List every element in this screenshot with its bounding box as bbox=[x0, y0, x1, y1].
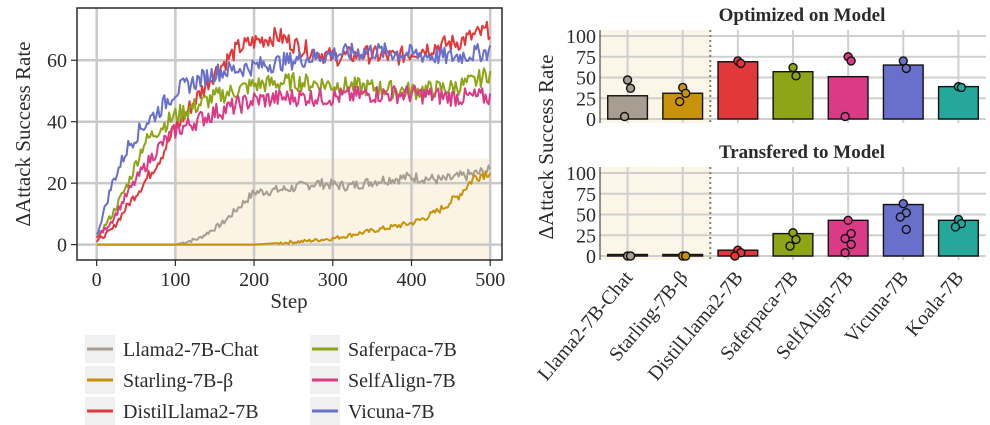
legend-item: DistilLlama2-7B bbox=[85, 397, 259, 425]
bar-data-point bbox=[791, 234, 801, 245]
legend: Llama2-7B-Chat Starling-7B-β DistilLlama2-… bbox=[85, 335, 457, 425]
legend-item: Saferpaca-7B bbox=[310, 335, 457, 363]
bar-data-point bbox=[625, 251, 636, 261]
line-series-vicuna-7b bbox=[95, 42, 492, 235]
bar-data-point bbox=[840, 233, 850, 244]
line-chart: 0 100 200 300 400 500 0 20 40 60 Step ΔAttack Suc… bbox=[11, 7, 505, 313]
bar-category-labels: Llama2-7B-ChatStarling-7B-βDistilLlama2-… bbox=[533, 267, 968, 385]
bar-data-point bbox=[791, 71, 801, 81]
bar-category-label: Koala-7B bbox=[901, 267, 968, 341]
bar-top-title: Optimized on Model bbox=[719, 5, 886, 26]
legend-item: Llama2-7B-Chat bbox=[85, 335, 259, 363]
x-tick-label: 400 bbox=[396, 269, 426, 291]
line-x-axis-label: Step bbox=[270, 289, 307, 313]
bar-data-point bbox=[901, 63, 911, 74]
bar-y-tick-label: 100 bbox=[566, 26, 596, 48]
bar-y-tick-label: 0 bbox=[586, 246, 596, 268]
bar-data-point bbox=[898, 199, 908, 209]
y-tick-label: 40 bbox=[47, 112, 67, 134]
bar-selfalign-7b bbox=[827, 75, 869, 120]
bar-data-point bbox=[736, 58, 746, 69]
bar-y-tick-label: 75 bbox=[576, 47, 596, 69]
bar-y-tick-label: 25 bbox=[576, 225, 596, 247]
bar-data-point bbox=[625, 83, 636, 93]
bar-data-point bbox=[622, 75, 633, 85]
legend-label: Vicuna-7B bbox=[348, 401, 435, 423]
line-series-group bbox=[95, 20, 492, 246]
bar-data-point bbox=[846, 239, 856, 250]
bar-data-point bbox=[843, 215, 853, 226]
bar-data-point bbox=[956, 82, 967, 93]
legend-item: SelfAlign-7B bbox=[310, 366, 456, 394]
line-series-starling-7b- bbox=[96, 170, 492, 246]
bar-data-point bbox=[840, 247, 850, 258]
bar-data-point bbox=[675, 96, 685, 107]
line-y-axis-label: ΔAttack Success Rate bbox=[11, 42, 35, 227]
bar-data-point bbox=[895, 212, 905, 222]
bar-distilllama2-7b bbox=[717, 61, 759, 120]
bar-bottom-title: Transfered to Model bbox=[719, 142, 885, 163]
bar-vicuna-7b bbox=[882, 64, 924, 120]
y-tick-label: 20 bbox=[47, 173, 67, 195]
x-tick-label: 200 bbox=[239, 269, 269, 291]
x-tick-label: 300 bbox=[318, 269, 348, 291]
line-series-distilllama2-7b bbox=[95, 20, 492, 243]
y-tick-label: 0 bbox=[57, 235, 67, 257]
bar-data-point bbox=[785, 241, 795, 251]
bar-data-point bbox=[681, 251, 691, 261]
bar-data-point bbox=[901, 224, 911, 235]
bar-data-point bbox=[730, 251, 740, 261]
bar-data-point bbox=[846, 56, 856, 66]
line-tick-labels: 0 100 200 300 400 500 0 20 40 60 bbox=[47, 50, 505, 291]
x-tick-label: 500 bbox=[475, 269, 505, 291]
legend-item: Vicuna-7B bbox=[310, 397, 435, 425]
bar-y-tick-label: 0 bbox=[586, 109, 596, 131]
bar-koala-7b bbox=[937, 85, 979, 120]
bar-data-point bbox=[681, 88, 691, 98]
legend-label: Llama2-7B-Chat bbox=[123, 339, 259, 361]
bar-y-tick-label: 75 bbox=[576, 184, 596, 206]
line-plot-border bbox=[76, 7, 503, 261]
bar-data-point bbox=[788, 62, 798, 73]
bar-saferpaca-7b bbox=[772, 70, 814, 120]
bar-data-point bbox=[846, 228, 856, 239]
y-tick-label: 60 bbox=[47, 50, 67, 72]
bar-data-point bbox=[619, 111, 630, 122]
bar-data-point bbox=[840, 111, 850, 122]
bar-y-tick-label: 50 bbox=[576, 68, 596, 90]
bar-category-label: DistilLlama2-7B bbox=[644, 267, 748, 385]
legend-label: Saferpaca-7B bbox=[348, 339, 457, 361]
bar-y-tick-label: 25 bbox=[576, 88, 596, 110]
legend-label: Starling-7B-β bbox=[123, 370, 233, 392]
bar-y-tick-label: 100 bbox=[566, 163, 596, 185]
bar-y-tick-label: 50 bbox=[576, 205, 596, 227]
legend-label: SelfAlign-7B bbox=[348, 370, 456, 392]
bar-category-label: Llama2-7B-Chat bbox=[533, 267, 637, 385]
bar-data-point bbox=[950, 222, 961, 232]
bar-starling-7b- bbox=[662, 92, 704, 120]
bar-y-axis-label: ΔAttack Success Rate bbox=[534, 55, 558, 240]
legend-label: DistilLlama2-7B bbox=[123, 401, 259, 423]
line-series-selfalign-7b bbox=[96, 84, 492, 239]
x-tick-label: 100 bbox=[160, 269, 190, 291]
legend-item: Starling-7B-β bbox=[85, 366, 233, 394]
x-tick-label: 0 bbox=[92, 269, 102, 291]
